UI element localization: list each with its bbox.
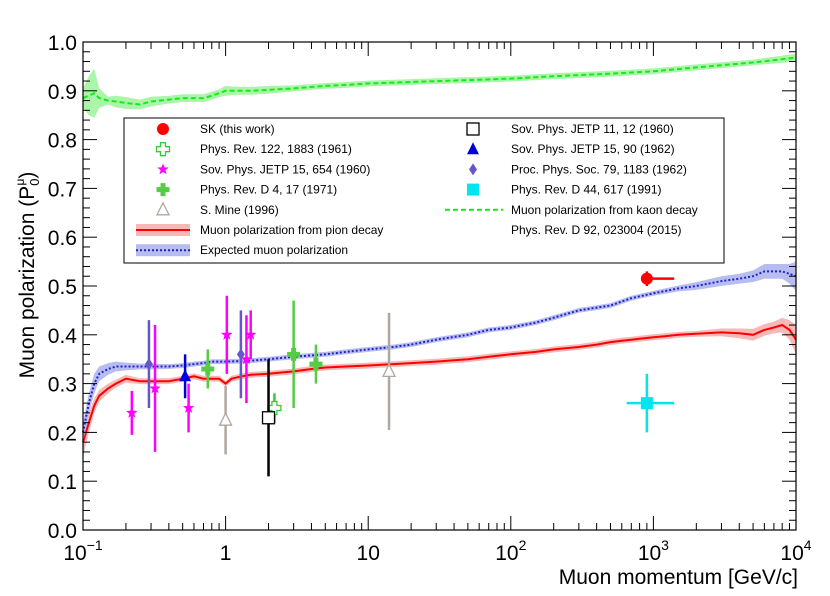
x-axis-title: Muon momentum [GeV/c] bbox=[559, 566, 798, 589]
data-point-3-2 bbox=[309, 357, 323, 371]
legend-left-2-label: Sov. Phys. JETP 15, 654 (1960) bbox=[200, 162, 370, 176]
y-axis-title-close: ) bbox=[16, 172, 39, 179]
data-point-8-0 bbox=[640, 397, 653, 410]
y-tick-label-8: 0.8 bbox=[48, 130, 77, 153]
y-tick-label-9: 0.9 bbox=[48, 81, 77, 104]
y-axis-title-main: Muon polarization (P bbox=[16, 186, 39, 379]
x-tick-label-3: 102 bbox=[495, 537, 526, 565]
y-tick-label-3: 0.3 bbox=[48, 374, 77, 397]
data-point-5-0 bbox=[261, 411, 276, 425]
legend-left-1-label: Phys. Rev. 122, 1883 (1961) bbox=[200, 142, 352, 156]
data-point-2-3 bbox=[221, 328, 233, 340]
y-tick-label-2: 0.2 bbox=[48, 422, 77, 445]
x-tick-label-1: 1 bbox=[220, 542, 232, 565]
y-tick-label-1: 0.1 bbox=[48, 471, 77, 494]
legend-right-4-label: Muon polarization from kaon decay bbox=[511, 203, 698, 217]
data-points bbox=[126, 271, 675, 477]
data-point-2-5 bbox=[245, 328, 257, 340]
data-point-0-0 bbox=[640, 272, 653, 285]
legend-right-5-label: Phys. Rev. D 92, 023004 (2015) bbox=[511, 223, 682, 237]
legend-left-5-label: Muon polarization from pion decay bbox=[200, 223, 383, 237]
legend-box bbox=[123, 117, 725, 264]
data-point-3-0 bbox=[201, 362, 215, 376]
legend-left-0-label: SK (this work) bbox=[200, 122, 275, 136]
data-point-7-0 bbox=[144, 358, 153, 371]
band-line-0 bbox=[82, 323, 797, 443]
data-point-6-0 bbox=[179, 369, 192, 382]
y-axis-title-sub: 0 bbox=[27, 179, 42, 186]
y-tick-label-7: 0.7 bbox=[48, 178, 77, 201]
x-tick-label-0: 10−1 bbox=[63, 537, 103, 565]
legend-right-1-marker bbox=[467, 142, 479, 155]
legend-left-6-band bbox=[136, 244, 190, 257]
data-point-4-1 bbox=[381, 362, 397, 378]
data-point-4-0 bbox=[218, 411, 233, 426]
legend-right-0-label: Sov. Phys. JETP 11, 12 (1960) bbox=[511, 122, 674, 136]
band-line-2 bbox=[82, 270, 797, 433]
curve-bands bbox=[82, 53, 797, 457]
band-line-1 bbox=[82, 56, 797, 106]
legend: SK (this work) Phys. Rev. 122, 1883 (1961… bbox=[123, 117, 725, 264]
legend-right-0-marker bbox=[466, 122, 480, 136]
data-point-2-1 bbox=[149, 382, 161, 394]
x-tick-label-4: 103 bbox=[638, 537, 669, 565]
data-point-2-4 bbox=[240, 353, 253, 365]
legend-left-4-label: S. Mine (1996) bbox=[200, 203, 279, 217]
y-tick-label-5: 0.5 bbox=[48, 276, 77, 299]
legend-left-2-marker bbox=[157, 163, 169, 175]
y-tick-label-10: 1.0 bbox=[48, 32, 77, 55]
data-point-2-2 bbox=[182, 402, 195, 413]
legend-right-2-label: Proc. Phys. Soc. 79, 1183 (1962) bbox=[511, 162, 687, 176]
x-tick-label-2: 10 bbox=[357, 542, 380, 565]
x-tick-label-5: 104 bbox=[780, 537, 811, 565]
legend-left-1-marker bbox=[155, 142, 171, 157]
legend-left-3-marker bbox=[156, 183, 170, 197]
y-tick-label-6: 0.6 bbox=[48, 227, 77, 250]
legend-right-2-marker bbox=[469, 163, 477, 176]
data-point-3-1 bbox=[287, 347, 301, 361]
legend-left-0-marker bbox=[157, 123, 169, 135]
legend-right-3-marker bbox=[467, 183, 479, 196]
axis-ticks: 0.0 0.1 0.2 0.3 0.4 0.5 0.6 0.7 0.8 0.9 1.0 10−1 1 10… bbox=[48, 32, 812, 565]
y-axis-title-sup: μ bbox=[13, 179, 27, 186]
data-point-2-0 bbox=[126, 406, 138, 418]
y-tick-label-0: 0.0 bbox=[48, 520, 77, 543]
y-axis-title: Muon polarization (P0μ) bbox=[13, 172, 42, 379]
y-tick-label-4: 0.4 bbox=[48, 325, 78, 348]
legend-left-6-label: Expected muon polarization bbox=[200, 243, 348, 257]
legend-right-3-label: Phys. Rev. D 44, 617 (1991) bbox=[511, 183, 662, 197]
data-point-7-1 bbox=[236, 348, 245, 361]
legend-left-4-marker bbox=[155, 201, 171, 216]
legend-left-3-label: Phys. Rev. D 4, 17 (1971) bbox=[200, 183, 337, 197]
legend-right-1-label: Sov. Phys. JETP 15, 90 (1962) bbox=[511, 142, 675, 156]
